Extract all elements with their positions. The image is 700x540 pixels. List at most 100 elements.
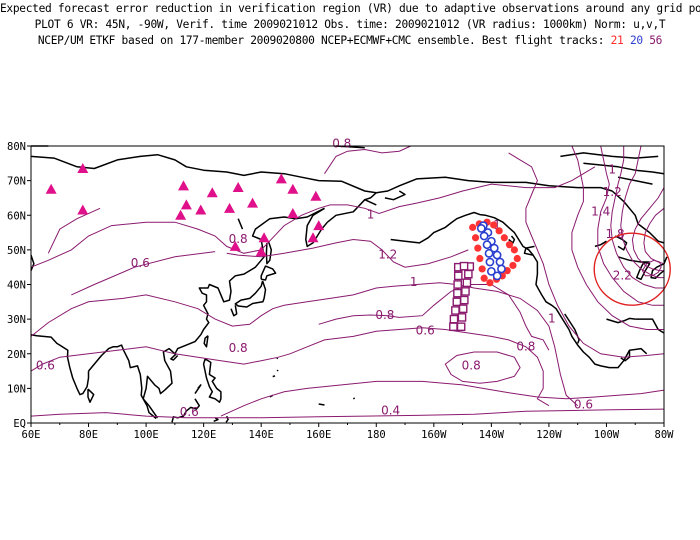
coastline [87, 388, 95, 403]
coastline [617, 176, 653, 185]
observation-triangle [224, 202, 236, 213]
coastline [276, 357, 279, 360]
contour-label: 0.8 [229, 232, 248, 246]
track-point [456, 322, 466, 332]
contour-line [30, 166, 596, 268]
verification-region [593, 232, 671, 306]
lon-tick-label: 60E [22, 429, 41, 441]
coastline [234, 280, 267, 308]
coastline [620, 350, 631, 362]
lon-tick-label: 80W [655, 429, 675, 441]
contour-line [631, 187, 665, 272]
plot-title: Expected forecast error reduction in ver… [0, 2, 700, 15]
track-point [505, 241, 514, 249]
contour-line [30, 408, 665, 419]
lon-tick-label: 120W [536, 429, 562, 441]
coastline [390, 211, 648, 369]
coastline [583, 162, 665, 175]
track-point [453, 288, 462, 298]
coastline [265, 240, 273, 265]
lon-tick-label: 180 [367, 429, 386, 441]
plot-subtitle: PLOT 6 VR: 45N, -90W, Verif. time 200902… [34, 18, 666, 31]
observation-triangle [287, 183, 299, 194]
contour-line [71, 251, 216, 296]
track-point [474, 244, 482, 252]
track-point [459, 261, 469, 271]
track-purple-id: 56 [649, 34, 663, 47]
track-point [495, 257, 505, 267]
contour-label: 0.8 [516, 339, 535, 353]
track-point [453, 280, 462, 289]
track-point [452, 297, 462, 307]
contour-line [610, 146, 664, 289]
coastline [276, 369, 279, 372]
observation-triangle [229, 240, 241, 251]
contour-line [220, 380, 665, 417]
coastline [635, 318, 665, 334]
coastline [376, 176, 613, 194]
track-point [458, 304, 468, 314]
observation-triangle [175, 209, 187, 220]
coastline [635, 261, 651, 281]
coastline [30, 333, 90, 396]
observation-triangle [307, 232, 319, 243]
contour-label: 0.6 [36, 358, 55, 372]
lat-tick-label: 30N [7, 314, 26, 326]
coastline [564, 313, 580, 344]
track-point [460, 295, 469, 305]
track-point [485, 257, 495, 267]
coastline [305, 207, 328, 248]
flight-tracks [449, 218, 521, 332]
observation-triangle [195, 204, 207, 215]
observation-triangle [77, 204, 89, 215]
coastlines [30, 145, 668, 423]
coastline [194, 384, 202, 395]
contour-line [444, 351, 521, 384]
flight-track-purple [449, 261, 475, 332]
coastline [203, 335, 209, 348]
coastline [318, 403, 325, 406]
observation-triangle [287, 208, 299, 219]
observation-triangle [232, 182, 244, 193]
contour-label: 1 [410, 275, 418, 289]
coastline [30, 254, 35, 271]
track-point [495, 227, 503, 235]
coastline [225, 415, 229, 423]
contour-label: 0.8 [229, 341, 248, 355]
coastline [87, 344, 157, 420]
coastline [352, 397, 356, 400]
lat-tick-label: 40N [7, 280, 26, 292]
observation-triangle [310, 190, 322, 201]
ensemble-text: NCEP/UM ETKF based on 177-member 2009020… [37, 34, 605, 47]
lon-tick-label: 120E [191, 429, 216, 441]
coastline [326, 199, 366, 223]
contour-lines [30, 145, 665, 419]
lon-tick-label: 80E [79, 429, 98, 441]
track-blue-id: 20 [629, 34, 643, 47]
track-point [479, 231, 489, 241]
flight-track-blue [476, 221, 506, 281]
verification-circle [593, 232, 671, 306]
contour-label: 0.8 [332, 137, 351, 151]
contour-label: 1.4 [591, 204, 610, 218]
contour-line [47, 207, 101, 254]
track-point [453, 271, 463, 281]
track-point [476, 254, 484, 263]
contour-line [30, 282, 579, 407]
track-point [500, 234, 508, 242]
contour-label: 1 [367, 208, 375, 222]
contour-line [318, 284, 550, 351]
coastline [384, 190, 406, 201]
coastline [617, 256, 650, 263]
track-point [480, 274, 488, 282]
lon-tick-label: 160E [306, 429, 331, 441]
contour-label: 1.2 [378, 248, 397, 262]
track-point [510, 246, 518, 254]
observation-triangle [206, 187, 218, 198]
coastline [230, 305, 238, 317]
track-point [486, 266, 496, 276]
coastline [272, 375, 276, 378]
contour-line [30, 327, 550, 407]
map-frame [30, 145, 665, 424]
